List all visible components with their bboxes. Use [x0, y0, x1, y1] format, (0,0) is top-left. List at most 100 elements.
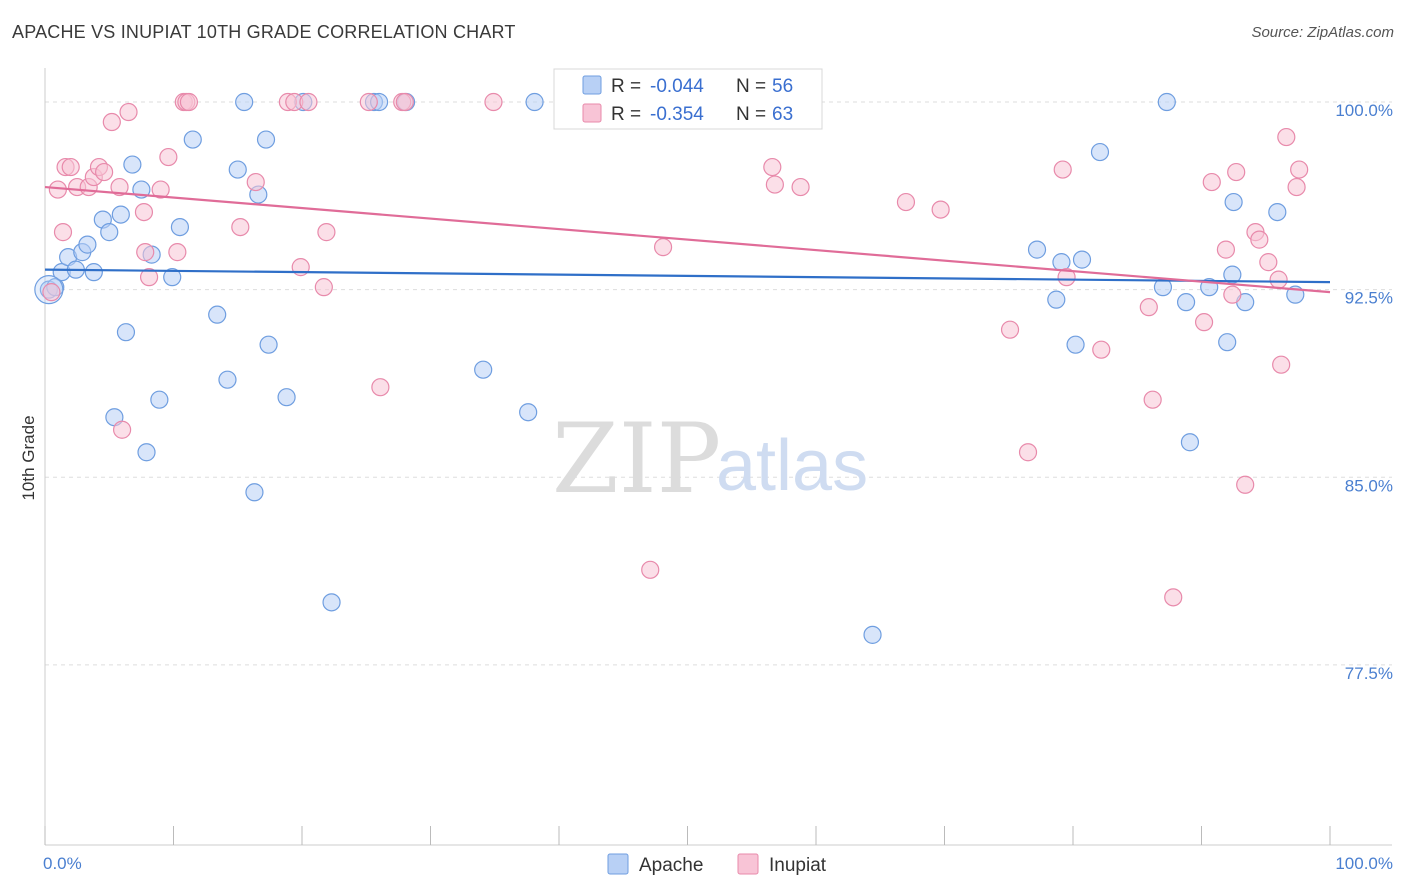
inupiat-point-28 — [299, 92, 318, 112]
inupiat-point-60 — [1259, 253, 1278, 272]
apache-point-54 — [1268, 202, 1287, 222]
inupiat-point-9 — [95, 162, 114, 182]
stats-legend: R = -0.044 N = 56 R = -0.354 N = 63 — [553, 68, 823, 130]
inupiat-point-41 — [791, 177, 810, 197]
inupiat-legend-swatch — [582, 103, 602, 123]
apache-r-value: -0.044 — [650, 76, 704, 97]
inupiat-point-16 — [139, 268, 159, 287]
inupiat-point-49 — [1139, 298, 1158, 317]
apache-point-37 — [525, 92, 544, 112]
inupiat-point-42 — [896, 192, 916, 212]
inupiat-point-38 — [653, 238, 673, 257]
inupiat-point-39 — [763, 157, 782, 177]
apache-point-48 — [1180, 433, 1200, 452]
apache-point-19 — [170, 218, 190, 237]
inupiat-point-48 — [1092, 340, 1111, 359]
inupiat-point-63 — [1277, 127, 1296, 147]
apache-point-52 — [1224, 192, 1243, 212]
inupiat-point-32 — [371, 378, 390, 397]
inupiat-n-value: 63 — [772, 104, 793, 125]
apache-point-22 — [218, 370, 237, 389]
inupiat-point-35 — [484, 92, 503, 112]
inupiat-r-label: R = — [611, 104, 641, 125]
apache-point-38 — [863, 625, 882, 644]
apache-n-value: 56 — [772, 76, 793, 97]
apache-point-6 — [78, 235, 97, 254]
inupiat-trend-line — [44, 185, 1331, 294]
apache-point-12 — [116, 323, 136, 342]
inupiat-point-22 — [179, 92, 199, 112]
apache-point-25 — [245, 483, 264, 502]
inupiat-point-12 — [112, 420, 132, 439]
y-tick-label-2: 92.5% — [1345, 289, 1393, 308]
inupiat-point-31 — [359, 92, 378, 112]
apache-point-28 — [259, 335, 278, 354]
inupiat-point-65 — [1290, 160, 1309, 179]
inupiat-point-18 — [159, 147, 178, 167]
apache-point-47 — [1176, 293, 1196, 312]
apache-point-21 — [208, 305, 227, 324]
y-axis-title: 10th Grade — [19, 415, 38, 500]
inupiat-point-47 — [1057, 268, 1076, 287]
inupiat-point-4 — [61, 157, 80, 177]
inupiat-point-64 — [1287, 177, 1306, 197]
apache-point-20 — [183, 130, 202, 149]
inupiat-point-46 — [1053, 160, 1072, 179]
inupiat-point-52 — [1194, 313, 1214, 332]
inupiat-point-57 — [1236, 475, 1255, 494]
x-tick-labels: 0.0% 100.0% — [43, 854, 1393, 873]
apache-point-18 — [163, 268, 182, 287]
inupiat-point-10 — [102, 112, 121, 132]
inupiat-point-51 — [1164, 588, 1183, 607]
apache-r-label: R = — [611, 76, 641, 97]
apache-point-40 — [1047, 290, 1066, 309]
inupiat-point-50 — [1143, 390, 1162, 409]
apache-point-11 — [111, 205, 130, 224]
inupiat-point-44 — [1000, 320, 1020, 339]
inupiat-point-14 — [134, 202, 154, 222]
apache-point-50 — [1218, 333, 1237, 352]
inupiat-point-34 — [395, 92, 414, 112]
apache-point-39 — [1027, 240, 1047, 259]
inupiat-point-62 — [1272, 355, 1291, 374]
inupiat-bottom-label: Inupiat — [769, 855, 827, 876]
apache-point-23 — [228, 160, 247, 179]
inupiat-bottom-swatch — [737, 853, 759, 875]
apache-point-36 — [519, 403, 538, 422]
inupiat-point-40 — [765, 175, 784, 194]
inupiat-point-53 — [1202, 172, 1221, 192]
apache-point-27 — [256, 130, 276, 149]
y-tick-labels: 77.5% 85.0% 92.5% 100.0% — [1335, 101, 1393, 683]
watermark-zip: ZIP — [552, 403, 721, 515]
grid-lines — [45, 101, 1392, 666]
watermark-atlas: atlas — [716, 426, 868, 506]
inupiat-point-55 — [1223, 285, 1242, 304]
inupiat-point-11 — [110, 177, 129, 197]
inupiat-n-label: N = — [736, 104, 766, 125]
y-tick-label-0: 77.5% — [1345, 664, 1393, 683]
inupiat-point-13 — [119, 102, 138, 122]
apache-point-15 — [137, 443, 156, 462]
apache-point-44 — [1090, 142, 1110, 162]
apache-point-29 — [277, 388, 296, 407]
apache-point-46 — [1157, 92, 1176, 112]
apache-point-7 — [84, 263, 103, 282]
inupiat-point-45 — [1018, 443, 1038, 462]
inupiat-point-24 — [246, 172, 265, 192]
inupiat-point-56 — [1227, 162, 1246, 182]
x-tick-label-start: 0.0% — [43, 854, 82, 873]
source-label: Source: ZipAtlas.com — [1251, 24, 1394, 41]
inupiat-point-29 — [314, 278, 333, 297]
inupiat-point-2 — [53, 223, 73, 242]
inupiat-point-43 — [931, 200, 950, 219]
bottom-legend: Apache Inupiat — [607, 853, 827, 876]
y-tick-label-3: 100.0% — [1335, 101, 1393, 120]
apache-points — [34, 92, 1305, 644]
y-tick-label-1: 85.0% — [1345, 476, 1393, 495]
apache-bottom-swatch — [607, 853, 629, 875]
apache-legend-swatch — [582, 75, 602, 95]
x-tick-label-end: 100.0% — [1335, 854, 1393, 873]
inupiat-point-59 — [1250, 230, 1269, 249]
inupiat-point-23 — [231, 218, 250, 237]
